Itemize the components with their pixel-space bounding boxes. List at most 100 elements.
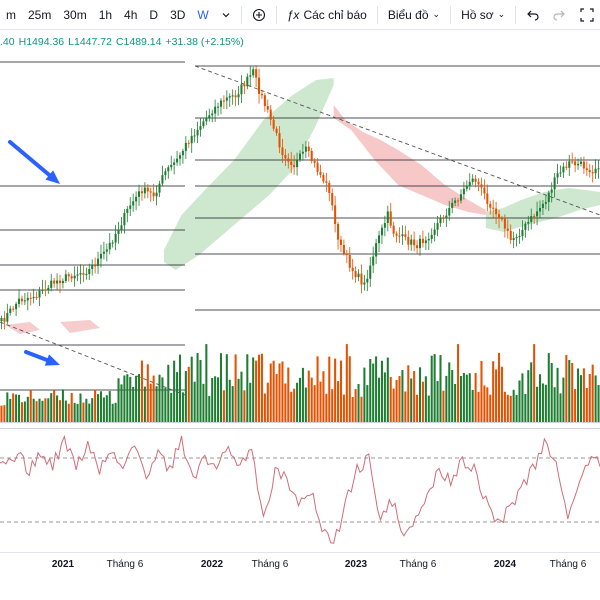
candle-body (211, 113, 214, 116)
candle-body (503, 218, 506, 229)
interval-1h-button[interactable]: 1h (98, 7, 113, 22)
volume-bar (176, 372, 179, 422)
candle-body (114, 233, 117, 243)
candle-body (20, 298, 23, 302)
volume-bar (214, 376, 217, 422)
volume-bar (518, 380, 521, 422)
interval-d-button[interactable]: D (149, 7, 159, 22)
volume-bar (416, 394, 419, 422)
volume-bar (480, 360, 483, 422)
undo-icon[interactable] (520, 0, 546, 30)
layout-button[interactable]: Biểu đồ ⌄ (382, 0, 446, 30)
volume-bar (527, 370, 530, 422)
candle-body (181, 150, 184, 156)
compare-icon[interactable] (246, 0, 272, 30)
volume-bar (258, 354, 261, 422)
volume-bar (395, 380, 398, 422)
interval-m-button[interactable]: m (6, 7, 16, 22)
candle-body (471, 178, 474, 182)
candle-body (363, 282, 366, 285)
volume-bar (445, 375, 448, 422)
candle-body (41, 289, 44, 291)
volume-bar (345, 344, 348, 422)
interval-w-button[interactable]: W (197, 7, 209, 22)
candle-body (117, 229, 120, 234)
candle-body (196, 129, 199, 136)
volume-bar (252, 357, 255, 422)
volume-bar (237, 378, 240, 422)
candle-body (413, 239, 416, 246)
candle-body (214, 106, 217, 114)
volume-bar (266, 382, 269, 422)
volume-bar (372, 363, 375, 422)
volume-bar (500, 366, 503, 422)
volume-bar (562, 377, 565, 422)
volume-bar (383, 372, 386, 422)
fullscreen-icon[interactable] (574, 0, 600, 30)
volume-bar (18, 394, 21, 422)
volume-bar (298, 377, 302, 422)
volume-bar (85, 398, 88, 422)
volume-bar (164, 387, 167, 422)
candle-body (155, 192, 158, 197)
volume-bar (506, 394, 509, 422)
volume-bar (38, 398, 41, 422)
blue-arrow-head (44, 354, 60, 366)
candle-body (167, 167, 170, 172)
volume-bar (272, 360, 275, 422)
candle-body (357, 273, 360, 278)
candle-body (509, 230, 512, 240)
volume-bar (3, 405, 6, 422)
volume-bar (173, 360, 176, 422)
candle-body (389, 211, 392, 226)
time-axis-label: 2024 (494, 559, 517, 570)
volume-bar (541, 383, 544, 422)
volume-bar (433, 354, 436, 422)
profile-button[interactable]: Hồ sơ ⌄ (455, 0, 511, 30)
candle-body (439, 217, 442, 224)
candle-body (398, 235, 401, 237)
chevron-down-icon[interactable] (215, 0, 237, 30)
volume-bar (585, 387, 588, 422)
volume-bar (255, 360, 258, 422)
indicators-button[interactable]: ƒx Các chỉ báo (281, 0, 373, 30)
volume-bar (102, 397, 105, 422)
candle-body (208, 115, 211, 118)
volume-bar (574, 389, 577, 422)
candle-body (486, 193, 489, 204)
candle-body (495, 208, 498, 215)
time-axis-label: 2021 (52, 559, 75, 570)
time-axis-label: Tháng 6 (400, 559, 437, 570)
candle-body (547, 192, 550, 203)
candle-body (404, 234, 407, 237)
candle-body (354, 271, 357, 278)
candle-body (386, 211, 389, 224)
candle-body (518, 236, 521, 238)
candle-body (348, 255, 351, 268)
volume-bar (67, 403, 70, 422)
interval-3d-button[interactable]: 3D (170, 7, 186, 22)
volume-bar (0, 405, 3, 422)
interval-30m-button[interactable]: 30m (63, 7, 87, 22)
interval-25m-button[interactable]: 25m (28, 7, 52, 22)
candle-body (222, 100, 225, 102)
interval-4h-button[interactable]: 4h (124, 7, 138, 22)
candle-body (366, 278, 369, 283)
candle-body (252, 69, 255, 76)
chevron-down-icon: ⌄ (432, 9, 441, 19)
candle-body (383, 223, 386, 228)
candle-body (199, 126, 202, 130)
candle-body (108, 242, 111, 250)
candle-body (459, 194, 462, 201)
candle-body (337, 223, 340, 240)
volume-bar (398, 376, 401, 422)
candle-body (164, 171, 167, 176)
volume-bar (208, 396, 211, 422)
volume-bar (322, 371, 325, 422)
candle-body (287, 158, 290, 162)
volume-bar (565, 355, 568, 422)
volume-bar (430, 355, 433, 422)
redo-icon[interactable] (546, 0, 572, 30)
